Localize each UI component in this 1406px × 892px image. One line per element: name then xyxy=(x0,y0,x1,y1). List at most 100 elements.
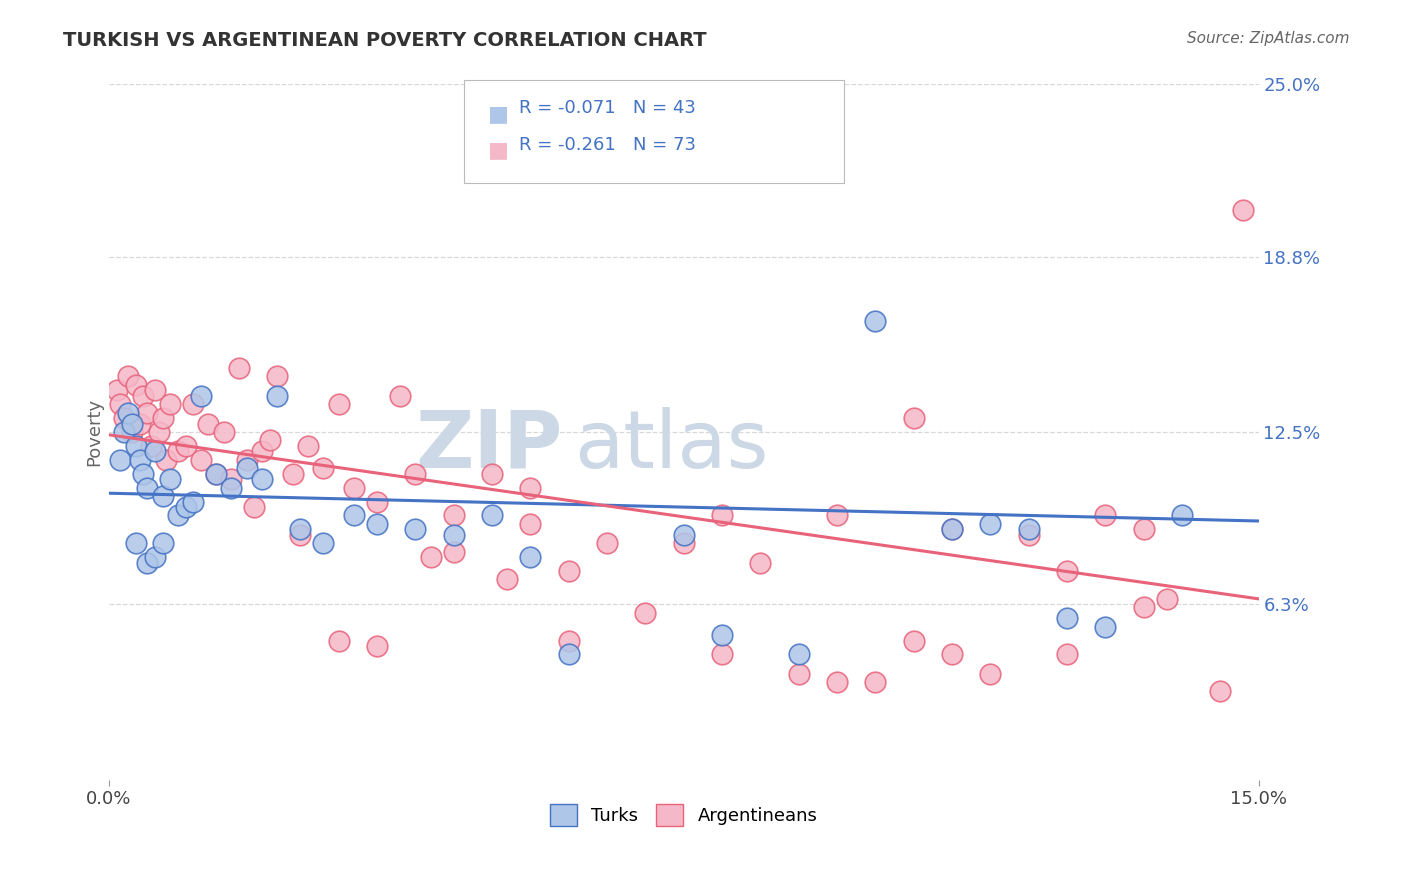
Point xyxy=(132,467,155,481)
Point xyxy=(1056,564,1078,578)
Point xyxy=(205,467,228,481)
Point xyxy=(197,417,219,431)
Point xyxy=(941,648,963,662)
Point xyxy=(443,528,465,542)
Point xyxy=(672,528,695,542)
Point xyxy=(221,481,243,495)
Point xyxy=(174,439,197,453)
Point xyxy=(1171,508,1194,523)
Point xyxy=(136,556,159,570)
Text: ■: ■ xyxy=(488,104,509,124)
Point xyxy=(1132,522,1154,536)
Point xyxy=(903,411,925,425)
Point xyxy=(343,508,366,523)
Point xyxy=(979,667,1001,681)
Point xyxy=(159,472,181,486)
Point xyxy=(159,397,181,411)
Point xyxy=(110,397,132,411)
Y-axis label: Poverty: Poverty xyxy=(86,398,103,467)
Point xyxy=(941,522,963,536)
Point xyxy=(136,481,159,495)
Point xyxy=(941,522,963,536)
Text: TURKISH VS ARGENTINEAN POVERTY CORRELATION CHART: TURKISH VS ARGENTINEAN POVERTY CORRELATI… xyxy=(63,31,707,50)
Point xyxy=(596,536,619,550)
Point xyxy=(1209,683,1232,698)
Point xyxy=(711,648,734,662)
Point xyxy=(519,481,541,495)
Point xyxy=(558,633,581,648)
Point xyxy=(139,439,162,453)
Point xyxy=(148,425,170,439)
Point xyxy=(266,369,288,384)
Point xyxy=(190,389,212,403)
Text: ■: ■ xyxy=(488,140,509,160)
Point xyxy=(312,461,335,475)
Point xyxy=(128,417,150,431)
Point xyxy=(174,500,197,515)
Text: Source: ZipAtlas.com: Source: ZipAtlas.com xyxy=(1187,31,1350,46)
Point xyxy=(343,481,366,495)
Point xyxy=(152,536,174,550)
Text: ZIP: ZIP xyxy=(416,407,562,485)
Point xyxy=(143,550,166,565)
Point xyxy=(1156,591,1178,606)
Point xyxy=(558,648,581,662)
Point xyxy=(328,633,350,648)
Point xyxy=(152,489,174,503)
Point xyxy=(672,536,695,550)
Point xyxy=(136,406,159,420)
Point xyxy=(181,494,204,508)
Point xyxy=(121,417,143,431)
Point xyxy=(366,639,388,653)
Point xyxy=(634,606,657,620)
Text: R = -0.261   N = 73: R = -0.261 N = 73 xyxy=(519,136,696,153)
Point xyxy=(443,544,465,558)
Point xyxy=(297,439,319,453)
Point xyxy=(155,453,177,467)
Point xyxy=(128,453,150,467)
Point xyxy=(711,508,734,523)
Point xyxy=(312,536,335,550)
Point xyxy=(125,439,148,453)
Point xyxy=(143,384,166,398)
Point xyxy=(166,508,188,523)
Point xyxy=(205,467,228,481)
Point xyxy=(825,675,848,690)
Legend: Turks, Argentineans: Turks, Argentineans xyxy=(543,797,825,833)
Point xyxy=(1094,508,1116,523)
Point xyxy=(865,314,887,328)
Point xyxy=(266,389,288,403)
Point xyxy=(121,425,143,439)
Text: atlas: atlas xyxy=(575,407,769,485)
Point xyxy=(117,406,139,420)
Point xyxy=(250,472,273,486)
Point xyxy=(228,361,250,376)
Point xyxy=(125,377,148,392)
Point xyxy=(404,467,426,481)
Point xyxy=(281,467,304,481)
Point xyxy=(389,389,412,403)
Point xyxy=(117,369,139,384)
Point xyxy=(1132,600,1154,615)
Point xyxy=(825,508,848,523)
Point xyxy=(105,384,128,398)
Point xyxy=(112,411,135,425)
Point xyxy=(558,564,581,578)
Point xyxy=(221,472,243,486)
Point xyxy=(1056,611,1078,625)
Point xyxy=(190,453,212,467)
Point xyxy=(443,508,465,523)
Point xyxy=(404,522,426,536)
Point xyxy=(112,425,135,439)
Point xyxy=(143,444,166,458)
Point xyxy=(865,675,887,690)
Point xyxy=(1056,648,1078,662)
Point xyxy=(152,411,174,425)
Point xyxy=(110,453,132,467)
Point xyxy=(496,573,519,587)
Point xyxy=(787,648,810,662)
Point xyxy=(290,528,312,542)
Point xyxy=(366,494,388,508)
Point xyxy=(1018,522,1040,536)
Point xyxy=(711,628,734,642)
